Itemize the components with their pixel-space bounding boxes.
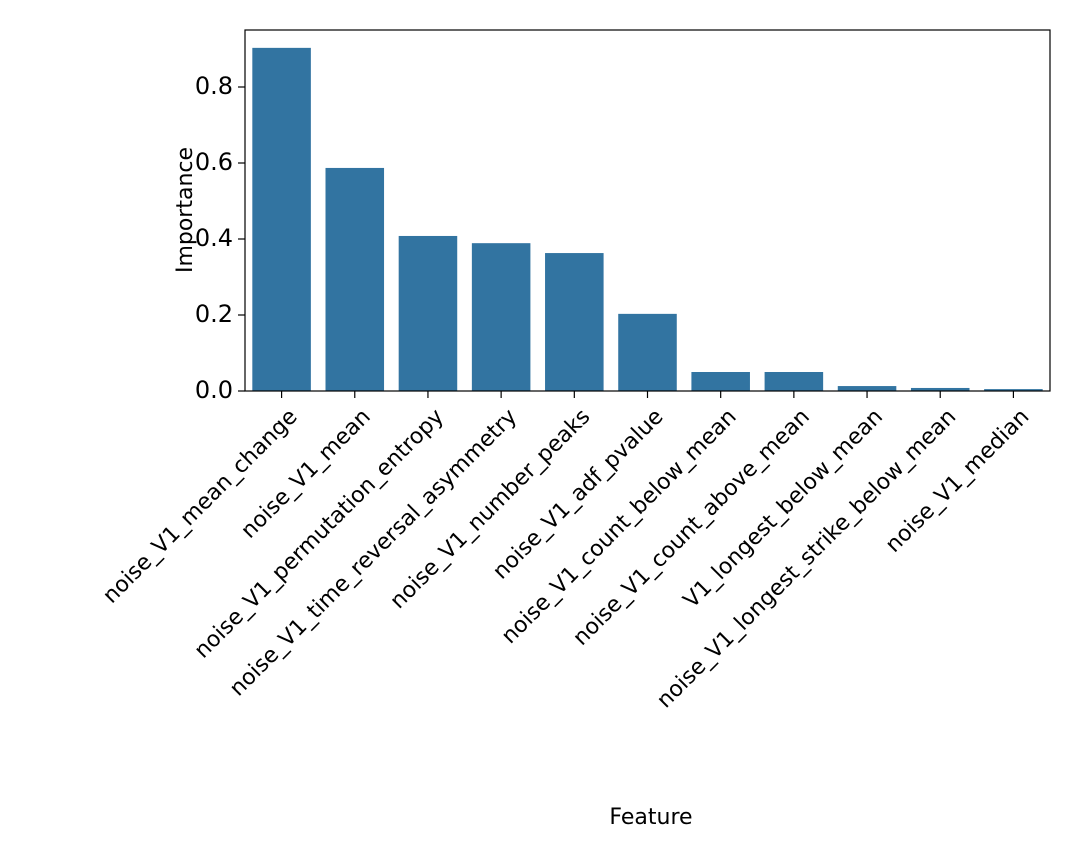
y-tick-label: 0.0 [195,376,233,404]
y-axis-label: Importance [173,147,198,273]
plot-frame [244,29,1051,392]
bar [471,243,531,391]
bar [252,47,311,392]
bar [984,389,1043,391]
bar [764,372,824,391]
x-tick-label: noise_V1_median [881,404,1034,557]
bar [545,253,604,391]
x-axis-label: Feature [609,805,692,830]
y-tick-label: 0.6 [195,148,233,176]
y-tick-label: 0.4 [195,224,233,252]
x-tick-label: noise_V1_mean [236,404,375,543]
y-tick-label: 0.8 [195,72,233,100]
bar [910,387,970,391]
bar [691,372,750,391]
bar [837,386,897,391]
y-tick-label: 0.2 [195,300,233,328]
bar [398,235,458,391]
bar [325,167,385,391]
bar [618,313,677,391]
